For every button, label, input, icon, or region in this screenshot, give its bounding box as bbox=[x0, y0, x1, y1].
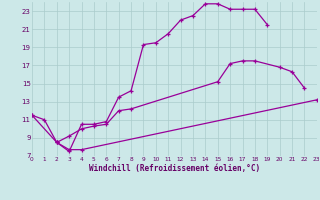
X-axis label: Windchill (Refroidissement éolien,°C): Windchill (Refroidissement éolien,°C) bbox=[89, 164, 260, 173]
